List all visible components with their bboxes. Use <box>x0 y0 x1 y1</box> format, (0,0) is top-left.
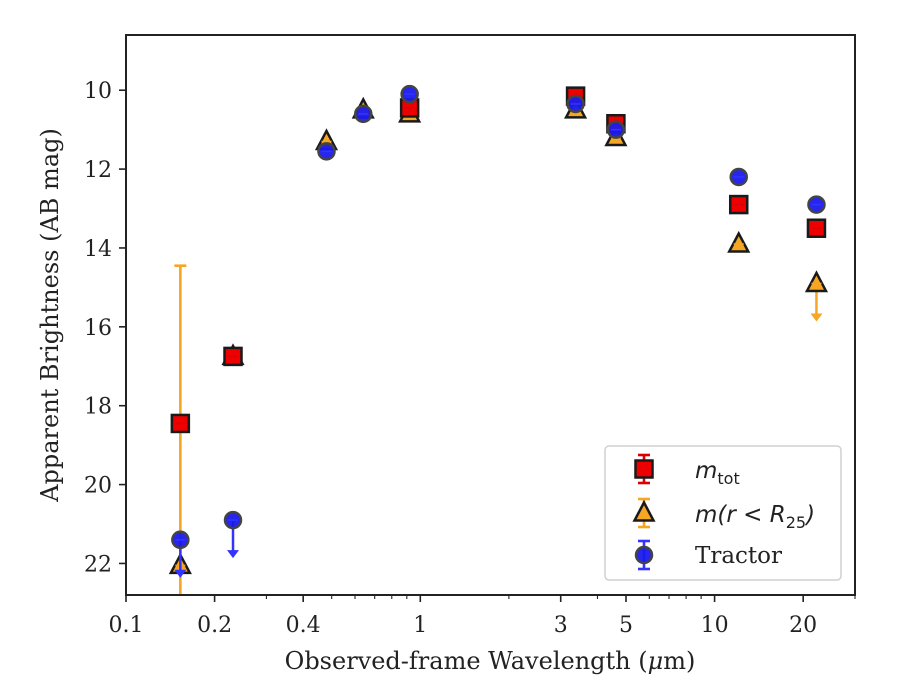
point-mr25-7 <box>727 230 751 253</box>
point-mr25-8-limit-arrow-head <box>810 313 823 322</box>
x-axis-label-suffix: m) <box>663 647 695 675</box>
y-tick-label-5: 20 <box>84 474 112 499</box>
x-axis-label-prefix: Observed-frame Wavelength ( <box>285 647 648 675</box>
legend-entry-tractor: Tractor <box>695 543 782 569</box>
x-tick-label-5: 5 <box>619 613 633 638</box>
x-axis-label-mu: μ <box>648 647 664 675</box>
y-tick-label-4: 18 <box>84 395 112 420</box>
x-tick-label-6: 10 <box>701 613 729 638</box>
series-tractor <box>171 84 826 578</box>
point-mr25-8 <box>804 270 829 293</box>
legend-marker-mtot <box>634 459 654 479</box>
legend-marker-tractor <box>634 545 654 565</box>
point-tractor-0-limit-arrow-head <box>174 569 187 578</box>
x-tick-label-1: 0.2 <box>197 613 232 638</box>
legend-symbol-mtot <box>634 453 654 485</box>
legend-marker-mr25 <box>632 499 656 522</box>
x-tick-label-4: 3 <box>554 613 568 638</box>
legend-mr25-sub: 25 <box>786 513 806 532</box>
y-tick-label-3: 16 <box>84 316 112 341</box>
legend-box <box>604 445 842 581</box>
legend-mtot-sub: tot <box>717 469 739 488</box>
y-tick-label-6: 22 <box>84 552 112 577</box>
legend-mr25-main: m(r < R <box>695 502 786 528</box>
x-tick-label-0: 0.1 <box>109 613 144 638</box>
x-tick-label-3: 1 <box>413 613 427 638</box>
plot-frame <box>125 34 856 596</box>
legend: mtot m(r < R25) Tractor <box>604 445 842 581</box>
legend-symbol-mr25 <box>632 497 656 529</box>
x-tick-label-2: 0.4 <box>286 613 321 638</box>
y-tick-label-0: 10 <box>84 79 112 104</box>
axes: 0.1 0.2 0.4 1 3 5 10 20 10 12 14 16 18 20 22 <box>84 79 856 638</box>
x-axis-label: Observed-frame Wavelength (μm) <box>285 647 696 675</box>
y-axis-label: Apparent Brightness (AB mag) <box>36 128 64 503</box>
legend-symbols <box>632 453 656 571</box>
y-tick-label-1: 12 <box>84 158 112 183</box>
point-tractor-1-limit-arrow-head <box>227 550 240 559</box>
y-tick-label-2: 14 <box>84 237 112 262</box>
x-tick-label-7: 20 <box>789 613 817 638</box>
legend-entry-mtot: mtot <box>695 458 740 488</box>
legend-symbol-tractor <box>634 539 654 571</box>
plot-marks <box>168 84 829 595</box>
legend-entry-mr25: m(r < R25) <box>695 502 815 532</box>
legend-mtot-main: m <box>695 458 717 484</box>
series-mtot <box>170 86 827 434</box>
legend-mr25-end: ) <box>804 502 815 528</box>
